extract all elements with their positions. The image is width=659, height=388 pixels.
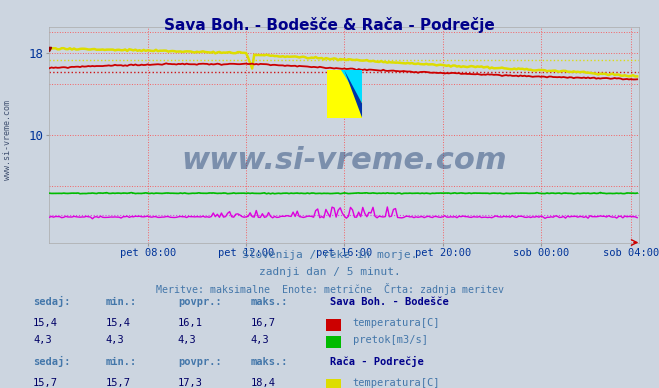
Text: 15,7: 15,7 [105, 378, 130, 388]
Text: www.si-vreme.com: www.si-vreme.com [181, 146, 507, 175]
Text: www.si-vreme.com: www.si-vreme.com [3, 100, 13, 180]
Text: temperatura[C]: temperatura[C] [353, 318, 440, 328]
Text: Slovenija / reke in morje.: Slovenija / reke in morje. [242, 250, 417, 260]
Polygon shape [341, 70, 362, 103]
Text: 15,7: 15,7 [33, 378, 58, 388]
Text: sedaj:: sedaj: [33, 356, 71, 367]
Text: temperatura[C]: temperatura[C] [353, 378, 440, 388]
Text: Rača - Podrečje: Rača - Podrečje [330, 356, 423, 367]
Text: Sava Boh. - Bodešče: Sava Boh. - Bodešče [330, 296, 448, 307]
Text: Sava Boh. - Bodešče & Rača - Podrečje: Sava Boh. - Bodešče & Rača - Podrečje [164, 17, 495, 33]
Text: maks.:: maks.: [250, 357, 288, 367]
Text: povpr.:: povpr.: [178, 357, 221, 367]
Text: 4,3: 4,3 [178, 335, 196, 345]
Text: 15,4: 15,4 [105, 318, 130, 328]
Text: Meritve: maksimalne  Enote: metrične  Črta: zadnja meritev: Meritve: maksimalne Enote: metrične Črta… [156, 283, 503, 295]
Text: min.:: min.: [105, 357, 136, 367]
Text: 16,7: 16,7 [250, 318, 275, 328]
Text: min.:: min.: [105, 296, 136, 307]
FancyBboxPatch shape [327, 70, 362, 118]
Text: pretok[m3/s]: pretok[m3/s] [353, 335, 428, 345]
Polygon shape [345, 70, 362, 118]
Text: zadnji dan / 5 minut.: zadnji dan / 5 minut. [258, 267, 401, 277]
Text: 16,1: 16,1 [178, 318, 203, 328]
Text: 18,4: 18,4 [250, 378, 275, 388]
Text: povpr.:: povpr.: [178, 296, 221, 307]
Text: 4,3: 4,3 [250, 335, 269, 345]
Text: 15,4: 15,4 [33, 318, 58, 328]
Text: 4,3: 4,3 [105, 335, 124, 345]
Text: maks.:: maks.: [250, 296, 288, 307]
Text: 4,3: 4,3 [33, 335, 51, 345]
Text: 17,3: 17,3 [178, 378, 203, 388]
Text: sedaj:: sedaj: [33, 296, 71, 307]
